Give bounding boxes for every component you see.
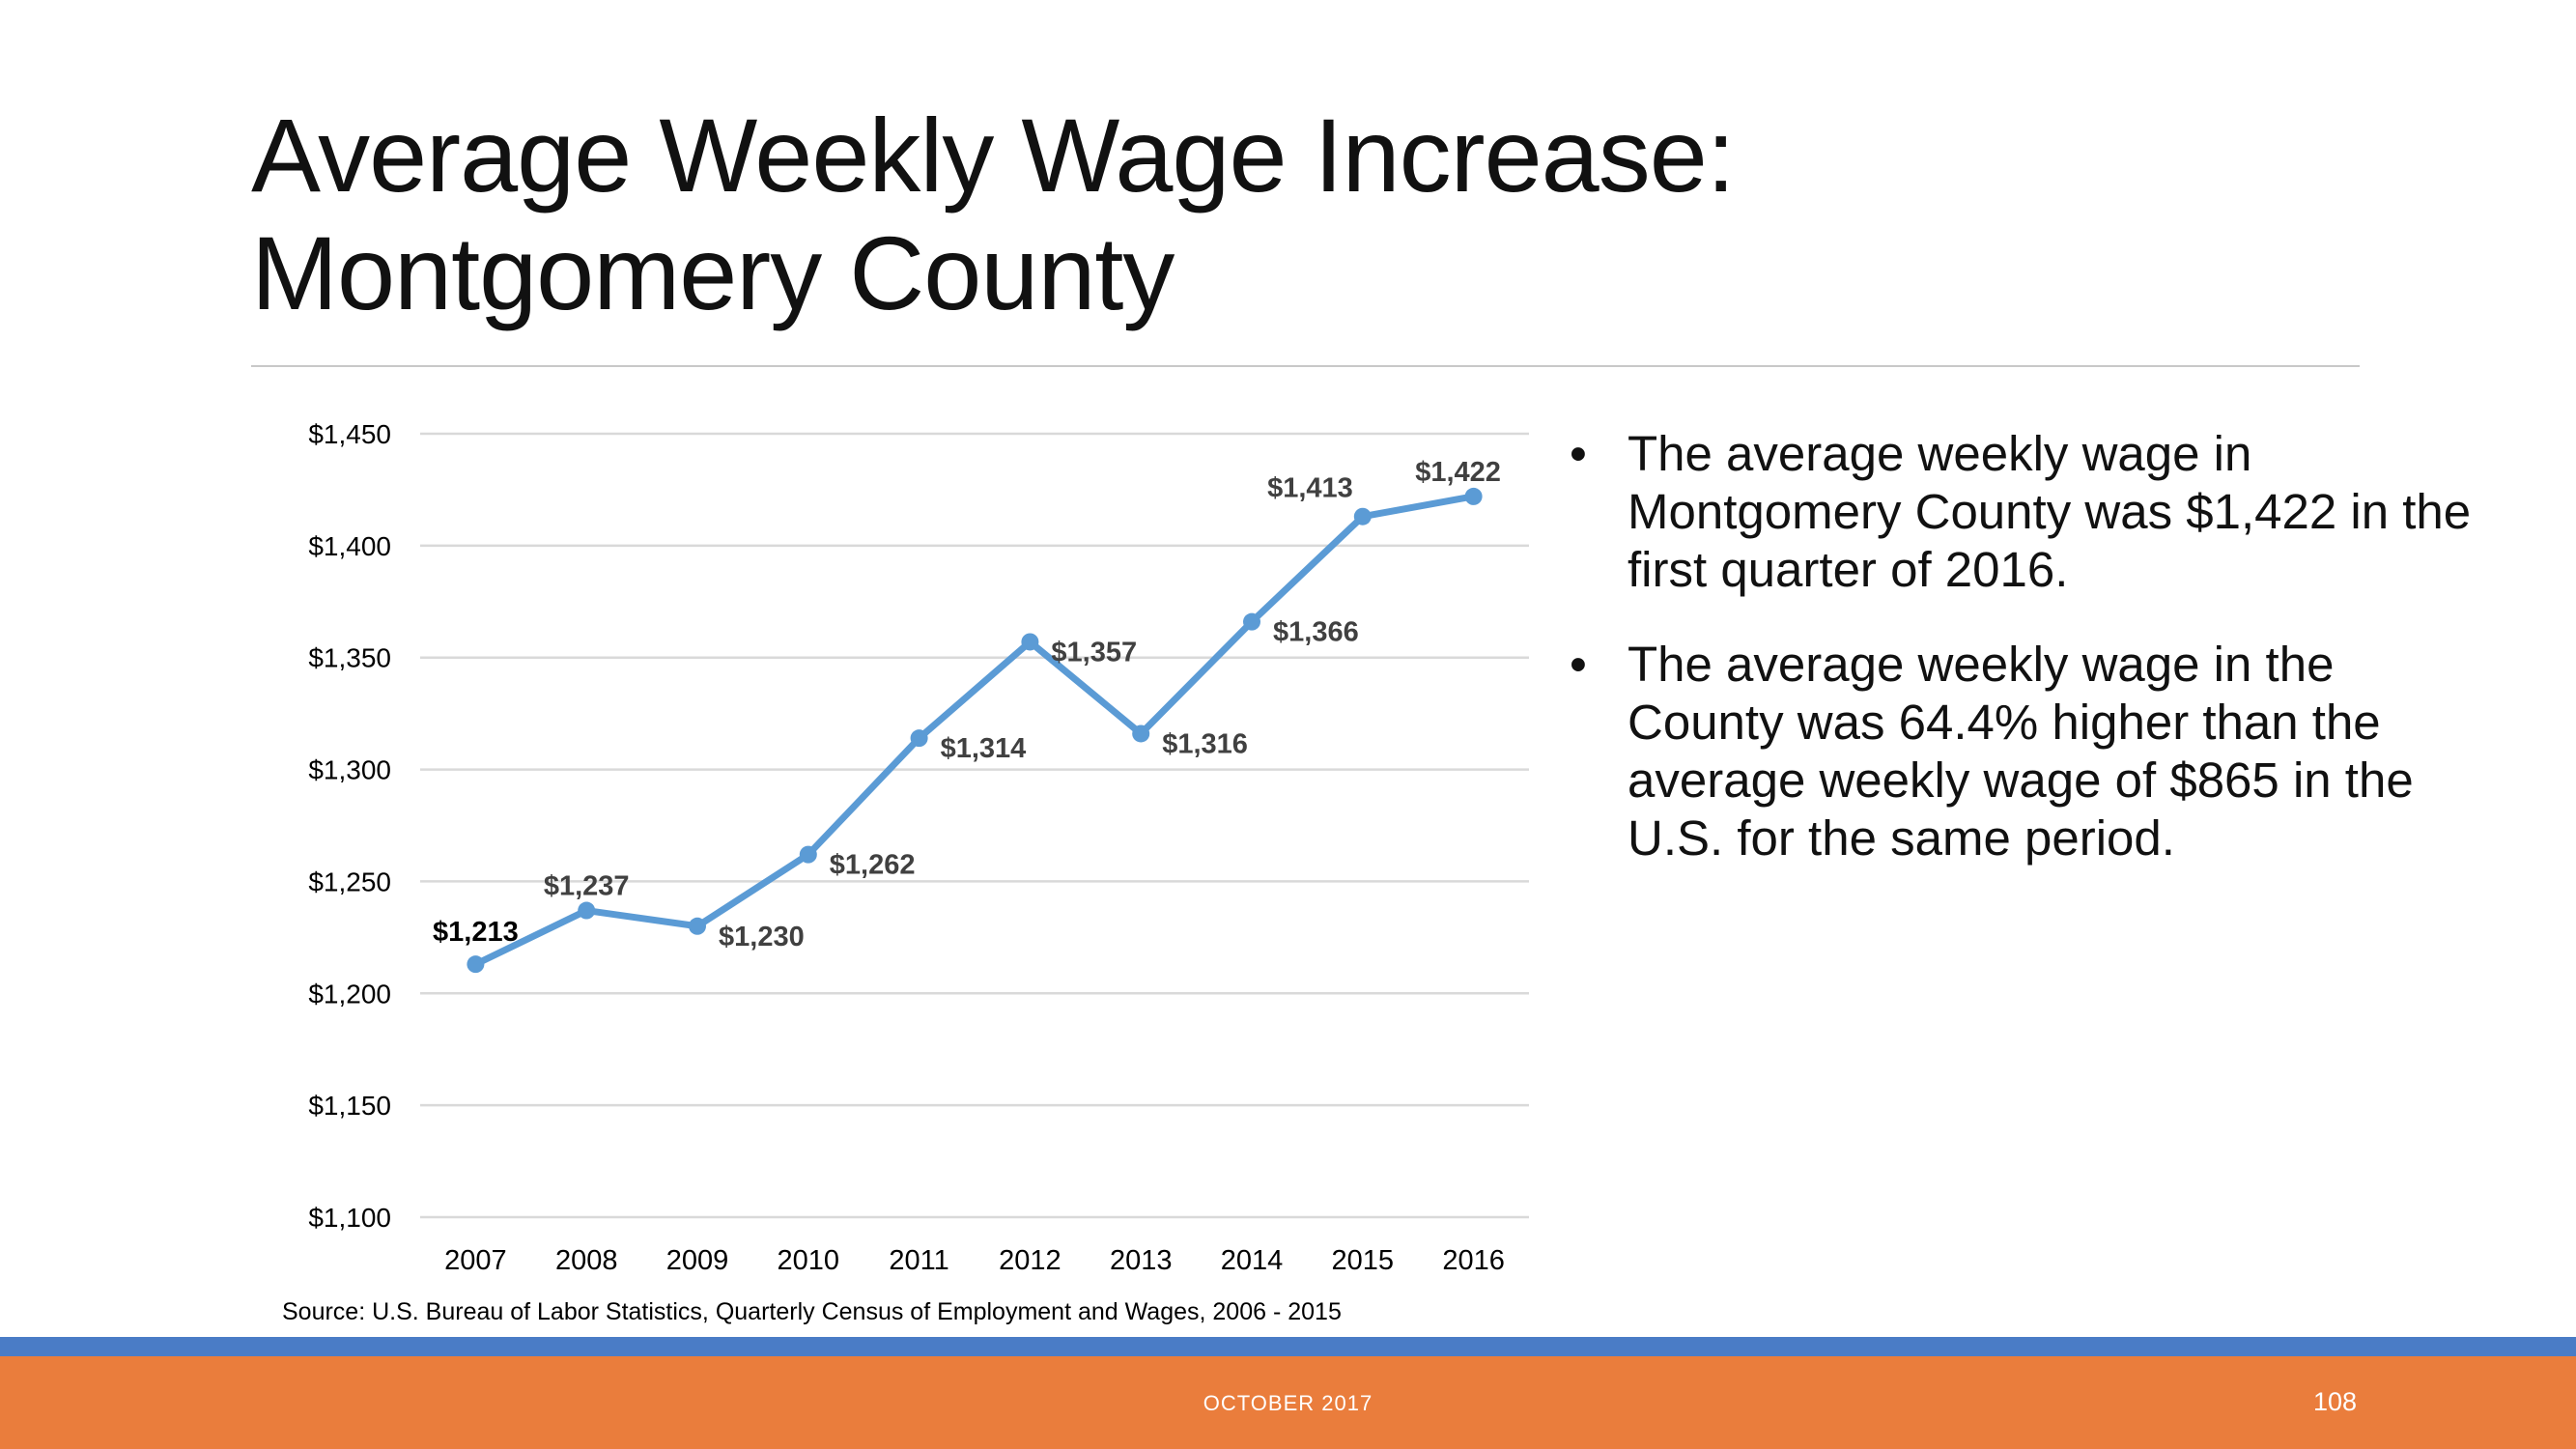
x-tick-label: 2008 [555,1245,618,1276]
data-label: $1,357 [1051,637,1137,668]
bullet-list: • The average weekly wage in Montgomery … [1570,425,2497,904]
bullet-item: • The average weekly wage in the County … [1570,636,2497,867]
y-tick-label: $1,450 [308,419,391,449]
series-line [471,493,1478,968]
bullet-dot-icon: • [1570,637,1587,692]
data-point [578,901,596,920]
x-tick-label: 2012 [999,1245,1062,1276]
data-point [799,845,817,864]
x-tick-label: 2013 [1110,1245,1173,1276]
source-note: Source: U.S. Bureau of Labor Statistics,… [282,1298,1342,1325]
data-point [689,917,706,935]
y-tick-label: $1,150 [308,1091,391,1121]
y-tick-label: $1,350 [308,643,391,673]
y-tick-label: $1,200 [308,979,391,1009]
slide-title-line-1: Average Weekly Wage Increase: [251,97,1736,213]
title-divider [251,365,2360,367]
data-label: $1,314 [941,733,1027,764]
footer-date: OCTOBER 2017 [1203,1391,1373,1415]
data-label: $1,213 [433,917,519,948]
y-tick-label: $1,400 [308,531,391,561]
page-number: 108 [2312,1387,2357,1416]
slide-title-line-2: Montgomery County [251,214,1175,331]
bullet-text: The average weekly wage in the County wa… [1628,637,2414,866]
wage-line-chart: $1,100 $1,150 $1,200 $1,250 $1,300 $1,350 $1,4… [308,419,1529,1276]
data-label: $1,230 [719,922,805,952]
data-point [467,955,485,974]
bullet-item: • The average weekly wage in Montgomery … [1570,425,2497,599]
x-tick-label: 2016 [1442,1245,1505,1276]
data-label: $1,413 [1267,473,1353,504]
data-point [1353,507,1372,526]
data-point [1132,724,1150,743]
data-point [1243,612,1260,631]
data-label: $1,237 [544,871,630,902]
data-label: $1,316 [1162,728,1248,759]
x-tick-label: 2007 [444,1245,507,1276]
y-tick-label: $1,100 [308,1203,391,1233]
data-label: $1,422 [1415,457,1501,488]
slide-title: Average Weekly Wage Increase: Montgomery… [251,97,2183,332]
y-tick-label: $1,300 [308,755,391,785]
data-point [910,729,928,748]
data-point [1021,633,1039,651]
x-tick-label: 2011 [889,1245,948,1276]
bullet-dot-icon: • [1570,426,1587,481]
x-tick-label: 2009 [666,1245,729,1276]
data-label: $1,366 [1273,617,1359,648]
x-tick-label: 2010 [778,1245,840,1276]
footer-orange-band [0,1356,2576,1449]
x-tick-label: 2015 [1332,1245,1395,1276]
data-point [1464,487,1483,505]
y-tick-label: $1,250 [308,867,391,896]
data-label: $1,262 [830,850,916,881]
footer-blue-band [0,1337,2576,1356]
bullet-text: The average weekly wage in Montgomery Co… [1628,426,2472,597]
x-tick-label: 2014 [1221,1245,1284,1276]
